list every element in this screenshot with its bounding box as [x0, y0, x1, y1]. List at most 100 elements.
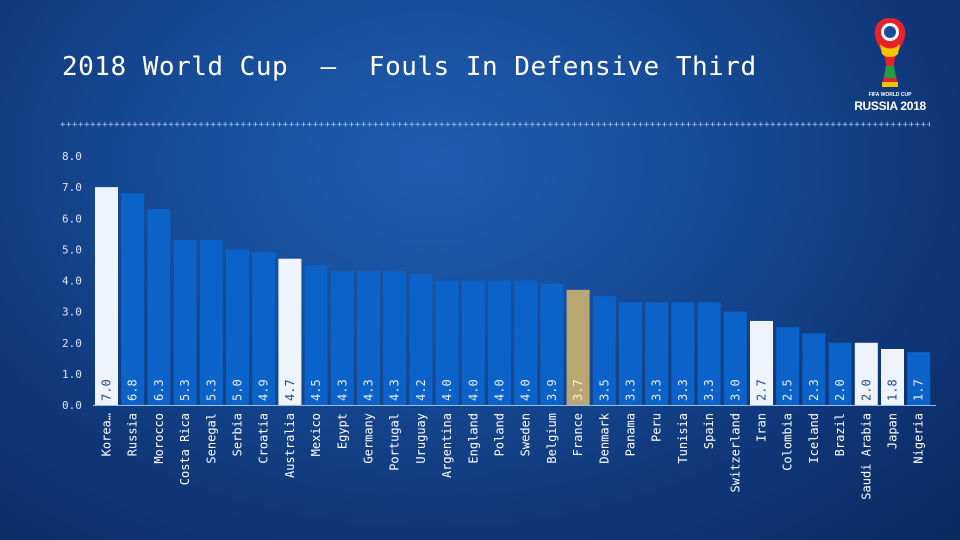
y-tick-label: 8.0 [62, 150, 82, 163]
x-tick-label: Egypt [335, 413, 349, 449]
x-tick-label: Iceland [807, 413, 821, 464]
x-tick-label: Panama [624, 413, 638, 456]
data-label: 3.0 [728, 379, 742, 401]
data-label: 4.0 [466, 379, 480, 401]
data-label: 4.5 [309, 379, 323, 401]
bar [776, 327, 800, 405]
x-tick-label: Iran [755, 413, 769, 442]
data-label: 6.8 [126, 379, 140, 401]
data-label: 3.9 [545, 379, 559, 401]
x-tick-label: Morocco [152, 413, 166, 464]
data-label: 3.7 [571, 379, 585, 401]
logo-caption: FIFA WORLD CUP [868, 92, 912, 98]
data-label: 4.0 [493, 379, 507, 401]
bar [304, 264, 328, 405]
trophy-icon [874, 18, 906, 87]
bar [619, 302, 642, 405]
x-tick-label: France [571, 413, 585, 456]
data-label: 3.3 [702, 379, 716, 401]
data-label: 4.7 [283, 379, 297, 401]
bar [199, 240, 223, 405]
y-tick-label: 4.0 [62, 275, 82, 288]
y-tick-label: 0.0 [62, 399, 82, 412]
x-tick-label: Uruguay [414, 413, 428, 464]
x-tick-label: Spain [702, 413, 716, 449]
data-label: 1.7 [912, 379, 926, 401]
data-label: 4.3 [335, 379, 349, 401]
bar [226, 249, 249, 405]
data-label: 2.5 [781, 379, 795, 401]
bar [357, 271, 380, 405]
bar [697, 302, 721, 405]
data-label: 3.3 [624, 379, 638, 401]
data-label: 4.3 [362, 379, 376, 401]
bar [566, 289, 590, 405]
x-tick-label: Colombia [781, 413, 795, 471]
y-tick-label: 7.0 [62, 181, 82, 194]
x-tick-label: Belgium [545, 413, 559, 464]
x-tick-label: Russia [126, 413, 140, 456]
bar [173, 240, 197, 405]
bar [147, 208, 171, 405]
page-title: 2018 World Cup – Fouls In Defensive Thir… [62, 52, 757, 82]
x-tick-label: Peru [650, 413, 664, 442]
data-label: 4.0 [519, 379, 533, 401]
bar [671, 302, 695, 405]
bar [330, 271, 354, 405]
data-label: 3.5 [597, 379, 611, 401]
data-label: 3.3 [676, 379, 690, 401]
x-tick-label: Costa Rica [178, 413, 192, 485]
bar [881, 348, 904, 405]
y-tick-label: 1.0 [62, 368, 82, 381]
y-tick-label: 6.0 [62, 212, 82, 225]
x-tick-label: Poland [493, 413, 507, 456]
x-tick-label: Tunisia [676, 413, 690, 464]
bar [95, 187, 118, 405]
x-tick-label: Korea… [100, 413, 114, 456]
data-label: 4.3 [388, 379, 402, 401]
data-label: 4.2 [414, 379, 428, 401]
bar [645, 302, 669, 405]
data-label: 5.3 [204, 379, 218, 401]
data-label: 4.0 [440, 379, 454, 401]
data-label: 7.0 [100, 379, 114, 401]
bar [435, 280, 459, 405]
data-label: 6.3 [152, 379, 166, 401]
y-tick-label: 3.0 [62, 306, 82, 319]
x-tick-label: Serbia [231, 413, 245, 456]
x-tick-label: Australia [283, 413, 297, 478]
bar [802, 333, 826, 405]
bar [514, 280, 538, 405]
bar [854, 342, 878, 405]
bar [828, 342, 852, 405]
data-label: 2.0 [833, 379, 847, 401]
bar [252, 252, 276, 405]
x-tick-label: Mexico [309, 413, 323, 456]
logo-wordmark: RUSSIA 2018 [854, 99, 926, 113]
bar [540, 283, 564, 405]
world-cup-logo: FIFA WORLD CUP RUSSIA 2018 [842, 16, 938, 116]
data-label: 2.3 [807, 379, 821, 401]
x-tick-label: Argentina [440, 413, 454, 478]
data-label: 5.3 [178, 379, 192, 401]
x-tick-label: Sweden [519, 413, 533, 456]
bar [488, 280, 511, 405]
bar [750, 320, 773, 405]
bar [278, 258, 302, 405]
bar [461, 280, 485, 405]
x-tick-label: Denmark [597, 412, 611, 463]
x-tick-label: Croatia [257, 413, 271, 464]
bar [383, 271, 407, 405]
bar [121, 193, 145, 405]
data-label: 2.0 [859, 379, 873, 401]
bar [409, 274, 433, 405]
data-label: 2.7 [755, 379, 769, 401]
data-label: 1.8 [886, 379, 900, 401]
y-tick-label: 2.0 [62, 337, 82, 350]
data-label: 4.9 [257, 379, 271, 401]
x-tick-label: Portugal [388, 413, 402, 471]
data-label: 5.0 [231, 379, 245, 401]
bar [592, 296, 616, 405]
x-tick-label: Nigeria [912, 413, 926, 464]
